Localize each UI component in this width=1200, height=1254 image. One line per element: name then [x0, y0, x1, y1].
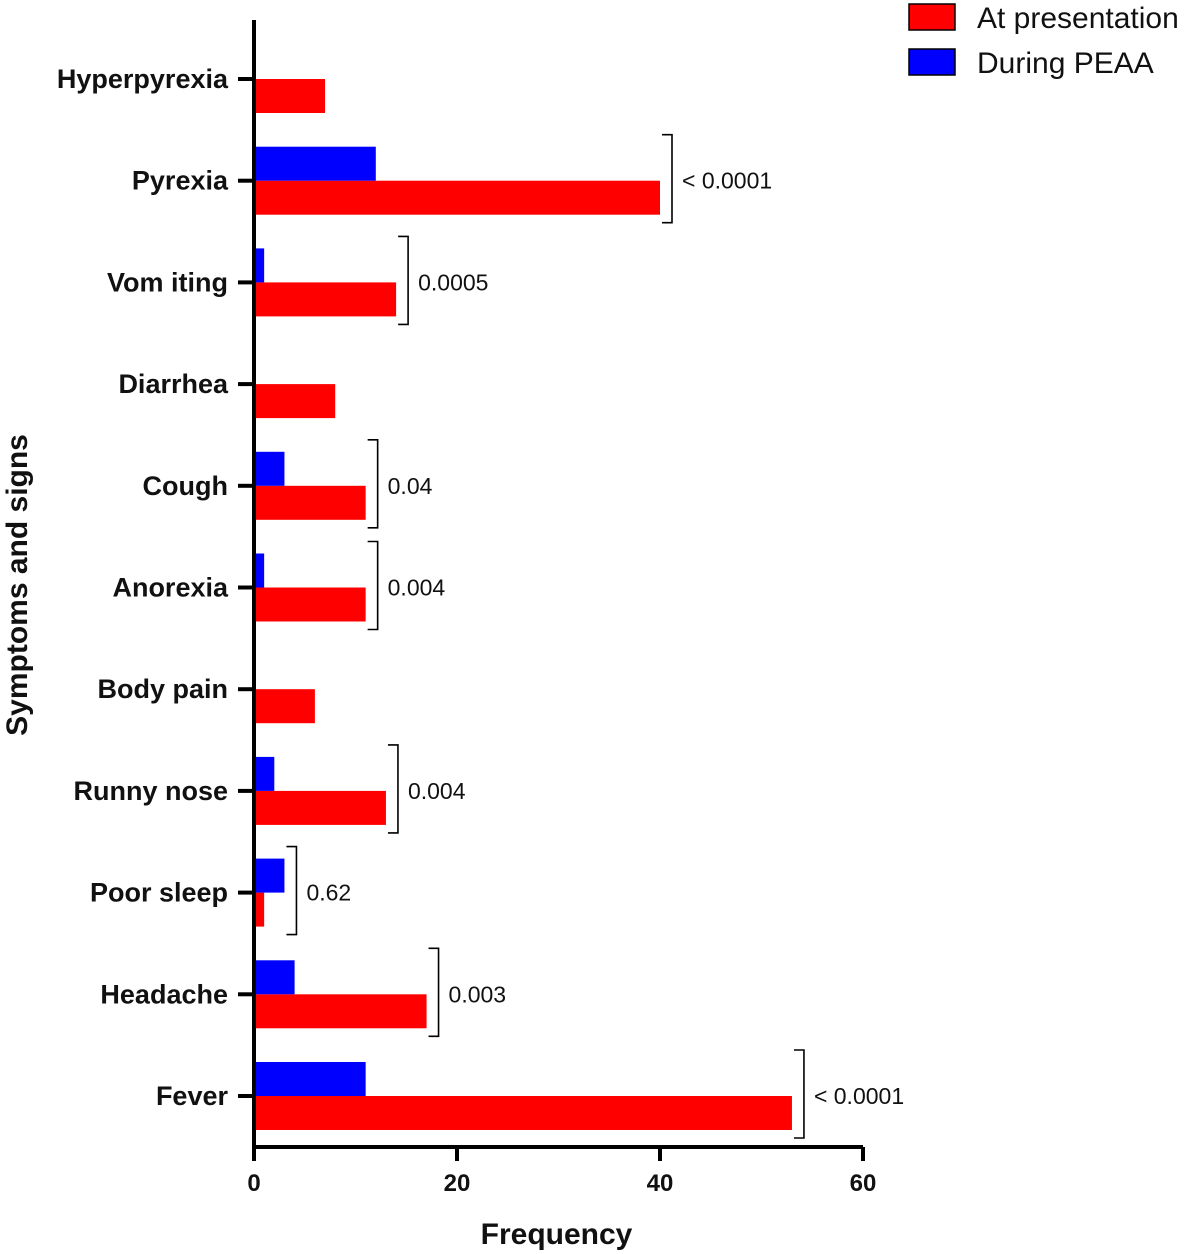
p-value-bracket [387, 744, 399, 834]
bar-during-peaa [254, 451, 285, 486]
category-label: Cough [143, 471, 228, 501]
y-axis: Hyperpyrexia Pyrexia Vom iting Diarrhea Coug… [57, 20, 256, 1147]
legend: At presentation During PEAA [908, 2, 1179, 80]
x-tick-label: 20 [444, 1170, 471, 1197]
p-value-label: 0.004 [408, 778, 466, 804]
p-value-label: 0.04 [388, 473, 433, 499]
bar-during-peaa [254, 248, 265, 283]
category-label: Diarrhea [118, 369, 229, 399]
category-label: Hyperpyrexia [57, 64, 229, 94]
bar-at-presentation [254, 892, 265, 927]
legend-swatch [908, 48, 956, 76]
p-value-bracket [428, 947, 440, 1038]
p-value-label: 0.004 [388, 575, 446, 601]
category-label: Pyrexia [132, 166, 229, 196]
category-label: Runny nose [73, 776, 228, 806]
category-label: Anorexia [112, 573, 229, 603]
x-axis: 0 20 40 60 [247, 1145, 877, 1197]
bar-during-peaa [254, 146, 376, 181]
bar-at-presentation [254, 180, 660, 215]
legend-label: During PEAA [977, 47, 1154, 80]
p-value-bracket [662, 133, 673, 224]
p-value-bracket [367, 540, 379, 631]
category-label: Headache [100, 979, 228, 1009]
p-value-bracket [398, 235, 409, 326]
bar-during-peaa [254, 960, 295, 995]
p-value-label: 0.003 [449, 981, 507, 1007]
bar-at-presentation [254, 1096, 792, 1130]
x-tick-label: 60 [850, 1170, 877, 1197]
x-axis-title: Frequency [481, 1218, 633, 1251]
legend-swatch [908, 3, 956, 31]
category-label: Fever [156, 1081, 229, 1111]
p-value-label: < 0.0001 [814, 1083, 904, 1109]
p-value-brackets: < 0.0001 0.0005 0.04 0.004 0.004 0.62 0.003 < 0… [286, 133, 904, 1139]
p-value-label: 0.0005 [418, 269, 488, 295]
bar-during-peaa [254, 858, 285, 893]
category-label: Poor sleep [90, 878, 228, 908]
p-value-bracket [286, 845, 298, 936]
legend-label: At presentation [977, 2, 1179, 35]
y-axis-title: Symptoms and signs [1, 434, 34, 736]
bar-during-peaa [254, 1062, 366, 1096]
p-value-bracket [793, 1049, 805, 1139]
bar-at-presentation [254, 790, 386, 825]
bar-at-presentation [254, 994, 427, 1029]
p-value-bracket [367, 439, 379, 529]
bar-during-peaa [254, 756, 275, 791]
category-label: Vom iting [107, 267, 228, 297]
x-tick-label: 40 [647, 1170, 674, 1197]
bar-at-presentation [254, 485, 366, 520]
p-value-label: 0.62 [306, 880, 351, 906]
category-label: Body pain [97, 674, 228, 704]
bar-at-presentation [254, 384, 336, 419]
bar-at-presentation [254, 79, 326, 113]
bars-group [254, 79, 792, 1130]
bar-at-presentation [254, 587, 366, 622]
bar-at-presentation [254, 282, 397, 317]
bar-during-peaa [254, 553, 265, 588]
x-tick-label: 0 [247, 1170, 260, 1197]
p-value-label: < 0.0001 [682, 168, 772, 194]
bar-at-presentation [254, 689, 315, 724]
